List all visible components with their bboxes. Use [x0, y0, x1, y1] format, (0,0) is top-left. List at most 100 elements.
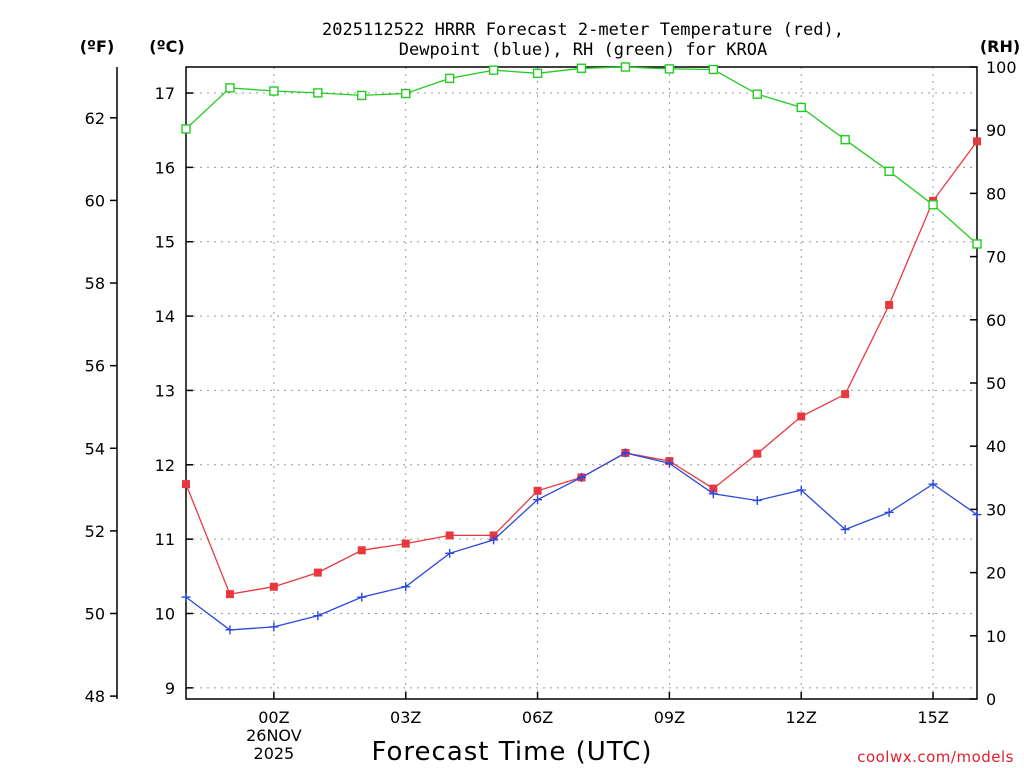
rh-point	[972, 239, 982, 249]
plot-frame	[185, 66, 978, 700]
rh-point	[357, 90, 367, 101]
celsius-tick-label: 16	[155, 158, 175, 177]
data-series	[181, 62, 982, 635]
rh-tick-label: 10	[986, 627, 1006, 646]
rh-point	[752, 89, 762, 99]
x-axis-title: Forecast Time (UTC)	[371, 737, 652, 767]
celsius-tick-label: 15	[155, 233, 175, 252]
celsius-tick-label: 17	[155, 84, 175, 103]
rh-tick-label: 60	[986, 311, 1006, 330]
dewpoint-point	[577, 472, 586, 482]
temperature-point	[313, 568, 322, 577]
rh-tick-label: 100	[986, 58, 1017, 77]
celsius-tick-label: 11	[155, 530, 175, 549]
time-tick-label: 12Z	[786, 708, 817, 727]
dewpoint-point	[972, 510, 982, 520]
temperature-point	[269, 582, 278, 591]
celsius-axis-unit: (ºC)	[149, 37, 184, 56]
fahrenheit-tick-label: 62	[85, 109, 105, 128]
temperature-point	[445, 531, 454, 540]
temperature-point	[973, 137, 981, 146]
chart-title-line-1: 2025112522 HRRR Forecast 2-meter Tempera…	[322, 20, 844, 40]
time-tick-label: 03Z	[390, 708, 421, 727]
dewpoint-point	[489, 535, 499, 545]
dewpoint-point	[401, 582, 411, 592]
rh-tick-label: 70	[986, 248, 1006, 267]
rh-point	[225, 83, 235, 93]
temperature-point	[753, 449, 762, 458]
rh-series-line	[185, 66, 978, 245]
dewpoint-point	[313, 611, 323, 621]
rh-tick-label: 0	[986, 690, 996, 709]
rh-point	[313, 88, 323, 98]
rh-point	[928, 200, 938, 210]
gridlines	[186, 67, 977, 699]
rh-point	[401, 88, 411, 99]
dewpoint-point	[225, 625, 235, 635]
dewpoint-point	[884, 507, 894, 517]
dewpoint-point	[533, 495, 543, 505]
time-tick-label: 26NOV	[246, 726, 302, 745]
fahrenheit-tick-label: 60	[85, 191, 105, 210]
rh-point	[884, 166, 894, 176]
dewpoint-point	[708, 489, 718, 499]
fahrenheit-tick-label: 50	[85, 604, 105, 623]
rh-point	[620, 62, 631, 72]
fahrenheit-axis-unit: (ºF)	[80, 37, 115, 56]
temperature-point	[225, 590, 234, 599]
time-tick-label: 2025	[254, 744, 295, 763]
dewpoint-point	[796, 485, 806, 495]
rh-tick-label: 50	[986, 374, 1006, 393]
fahrenheit-tick-label: 54	[85, 439, 105, 458]
temperature-point	[533, 486, 542, 495]
rh-axis-unit: (RH)	[980, 37, 1020, 56]
temperature-point	[709, 484, 718, 493]
fahrenheit-tick-label: 48	[85, 687, 105, 706]
rh-point	[576, 63, 587, 73]
axis-ticks: 9 10 11 12 13 14 15 16 17 48 50 52 54 56 58 60 62 0 10 20 30…	[85, 58, 1017, 763]
site-credit: coolwx.com/models	[857, 748, 1014, 766]
dewpoint-point	[664, 458, 674, 468]
rh-tick-label: 30	[986, 500, 1006, 519]
rh-tick-label: 40	[986, 437, 1006, 456]
temperature-point	[841, 390, 850, 399]
rh-point	[840, 134, 850, 145]
dewpoint-point	[357, 592, 367, 602]
rh-point	[532, 68, 543, 79]
time-tick-label: 00Z	[258, 708, 289, 727]
time-tick-label: 15Z	[917, 708, 948, 727]
rh-point	[796, 102, 806, 113]
rh-tick-label: 80	[986, 184, 1006, 203]
time-tick-label: 09Z	[654, 708, 685, 727]
temperature-point	[357, 546, 366, 555]
rh-point	[488, 65, 499, 75]
rh-point	[444, 73, 455, 84]
temperature-point	[797, 412, 806, 421]
temperature-point	[885, 300, 894, 309]
celsius-tick-label: 13	[155, 381, 175, 400]
dewpoint-point	[752, 495, 762, 505]
temperature-series-line	[185, 141, 978, 595]
celsius-tick-label: 12	[155, 456, 175, 475]
rh-point	[181, 124, 191, 134]
dewpoint-point	[840, 524, 850, 534]
dewpoint-point	[445, 548, 455, 558]
celsius-tick-label: 14	[155, 307, 175, 326]
temperature-point	[182, 480, 190, 489]
rh-tick-label: 90	[986, 121, 1006, 140]
rh-point	[269, 86, 279, 96]
fahrenheit-tick-label: 52	[85, 522, 105, 541]
rh-point	[664, 64, 675, 74]
rh-point	[708, 64, 719, 75]
dewpoint-point	[269, 622, 279, 632]
temperature-point	[401, 539, 410, 548]
celsius-tick-label: 9	[165, 679, 175, 698]
celsius-tick-label: 10	[155, 604, 175, 623]
dewpoint-point	[928, 479, 938, 489]
fahrenheit-tick-label: 58	[85, 274, 105, 293]
chart-title-line-2: Dewpoint (blue), RH (green) for KROA	[399, 40, 767, 60]
time-tick-label: 06Z	[522, 708, 553, 727]
dewpoint-point	[181, 592, 191, 602]
fahrenheit-tick-label: 56	[85, 357, 105, 376]
